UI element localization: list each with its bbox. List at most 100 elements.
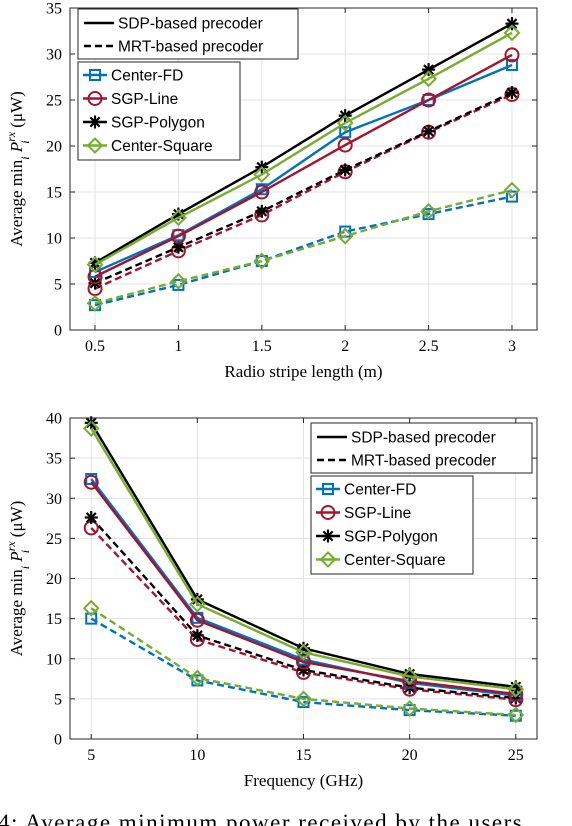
legend-label: SGP-Line [111,91,178,108]
x-tick-label: 10 [189,747,205,764]
data-point [253,252,271,270]
series-center-square-mrt [82,599,525,724]
marker-asterisk-stroke [89,116,101,128]
marker-circle [421,92,437,108]
y-tick-label: 15 [46,185,62,202]
y-tick-label: 10 [46,231,62,248]
marker-asterisk-stroke [423,64,434,76]
marker-diamond [86,137,104,154]
data-point [336,114,354,132]
data-point [87,269,103,285]
marker-square [339,126,352,139]
marker-circle [320,505,336,520]
y-axis-label-part: i [18,140,32,143]
figure-caption: 4: Average minimum power received by the… [0,810,523,826]
data-point [86,294,104,312]
marker-diamond [319,551,337,568]
legend-marker-asterisk [88,115,102,129]
legend-label: Center-FD [344,482,416,499]
legend-label: MRT-based precoder [118,39,263,56]
y-tick-label: 25 [46,531,62,548]
series-line [90,617,516,717]
marker-asterisk-stroke [256,205,268,217]
series-line [94,188,513,305]
marker-asterisk-stroke [506,87,518,99]
data-point [336,227,354,245]
series-sgp-line-sdp [83,474,524,702]
series-line [94,53,513,278]
data-point [422,94,435,106]
x-tick-label: 20 [402,747,418,764]
data-point [422,63,436,77]
marker-asterisk-stroke [404,668,416,680]
marker-square [422,94,435,106]
legend-label: SGP-Line [344,505,411,522]
legend-label: MRT-based precoder [351,453,496,470]
y-tick-label: 30 [46,491,62,508]
y-tick-label: 0 [54,323,62,340]
x-tick-label: 1 [174,338,182,355]
marker-asterisk-stroke [173,208,184,220]
marker-diamond [503,24,521,42]
marker-square [505,190,518,203]
series-center-square-sdp [86,24,521,274]
data-point [255,204,269,218]
data-point [338,163,352,177]
data-point [188,595,206,613]
marker-diamond [336,227,354,245]
y-tick-label: 0 [54,732,62,749]
y-tick-label: 35 [46,1,62,18]
marker-diamond [295,690,312,708]
marker-diamond [503,181,521,199]
x-axis-label: Radio stripe length (m) [224,362,382,381]
series-group [82,416,525,724]
y-axis-label-part: i [18,566,32,569]
data-point [84,511,98,525]
data-point [296,654,311,670]
data-point [295,690,312,708]
marker-diamond [336,114,354,132]
legend-label: Center-FD [111,68,183,85]
legend-box-precoder [77,8,299,60]
data-point [503,24,521,42]
data-point [85,612,98,625]
marker-circle [254,184,270,200]
data-point [172,278,185,291]
data-point [253,166,271,183]
data-point [401,667,419,685]
legend-label: Center-Square [111,138,213,155]
chart-frequency: 5 10 15 20 25 0 5 10 15 20 25 30 35 40 Frequency (GHz)… [4,411,538,790]
marker-diamond [82,599,100,617]
legend-marker-diamond [319,551,337,568]
y-axis-label-part: Average min [7,569,26,657]
y-axis-label: Average mini Prxi (μW) [4,91,32,247]
marker-circle [83,474,99,490]
marker-diamond [169,272,187,290]
data-point [505,59,518,72]
x-tick-label: 0.5 [85,338,105,355]
legend-marker-square [322,483,334,495]
data-point [82,599,100,617]
data-point [83,474,99,490]
series-line [90,481,516,696]
legend-marker-diamond [86,137,104,154]
legend-label: Center-Square [344,552,446,569]
data-point [507,706,525,724]
marker-asterisk-stroke [191,630,203,641]
marker-asterisk-stroke [191,593,203,605]
marker-square [505,59,518,72]
legend-box-precoder [310,422,533,474]
series-line [94,22,513,264]
y-axis-label-part: rx [4,131,18,142]
data-point [82,420,100,437]
x-axis-label: Frequency (GHz) [244,771,363,790]
marker-diamond [86,294,104,312]
series-center-fd-mrt [89,190,518,312]
marker-diamond [295,643,312,661]
marker-diamond [188,669,206,687]
legend-box-scheme [77,61,241,161]
marker-diamond [169,209,187,227]
legend: SDP-based precoder MRT-based precoder Cent… [77,8,299,161]
y-tick-label: 5 [54,277,62,294]
